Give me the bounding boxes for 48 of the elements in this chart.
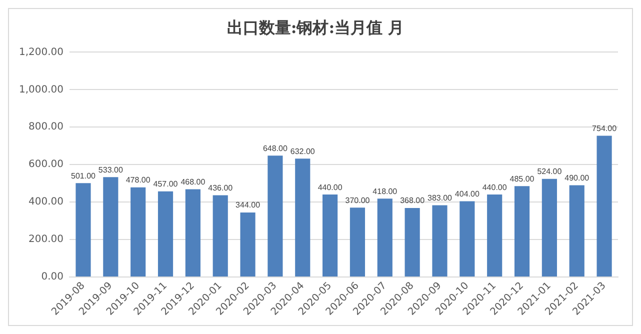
y-tick-label: 1,000.00: [19, 84, 64, 96]
y-tick-label: 0.00: [41, 272, 64, 283]
data-label: 501.00: [71, 171, 96, 180]
data-label: 436.00: [208, 184, 234, 193]
data-label: 648.00: [262, 144, 288, 153]
data-label: 632.00: [290, 146, 316, 156]
data-label: 533.00: [98, 165, 124, 174]
y-tick-label: 800.00: [28, 122, 64, 133]
bar: [295, 158, 310, 276]
data-label: 418.00: [372, 186, 398, 196]
data-label: 368.00: [400, 196, 426, 206]
bar: [460, 201, 475, 276]
y-tick-label: 200.00: [28, 234, 64, 246]
bar: [404, 208, 420, 276]
bar: [185, 189, 200, 276]
data-label: 478.00: [126, 176, 151, 185]
data-label: 524.00: [537, 167, 562, 176]
y-tick-label: 1,200.00: [19, 46, 64, 58]
data-label: 383.00: [428, 193, 453, 202]
data-label: 370.00: [345, 196, 370, 205]
data-label: 468.00: [180, 178, 206, 187]
bar: [596, 136, 612, 276]
bar: [158, 191, 174, 276]
bar: [76, 183, 91, 276]
data-label: 457.00: [153, 180, 178, 189]
bar: [432, 205, 448, 276]
data-label: 490.00: [564, 173, 590, 182]
bar: [377, 198, 392, 276]
data-label: 404.00: [454, 190, 480, 198]
bar: [212, 195, 228, 276]
bar: [103, 177, 118, 276]
bar: [322, 194, 338, 276]
bar: [514, 186, 530, 276]
bar: [542, 178, 557, 276]
bar: [350, 208, 366, 276]
chart-title: 出口数量:钢材:当月值 月: [226, 18, 404, 37]
data-label: 754.00: [592, 124, 618, 133]
y-tick-label: 400.00: [28, 196, 64, 208]
data-label: 440.00: [482, 182, 508, 192]
bar: [487, 194, 502, 276]
bar: [569, 185, 584, 276]
bar: [130, 187, 146, 276]
bar: [268, 156, 283, 276]
bar: [240, 212, 256, 276]
data-label: 485.00: [510, 174, 535, 184]
data-label: 344.00: [236, 200, 261, 210]
y-tick-label: 600.00: [28, 159, 64, 170]
data-label: 440.00: [318, 182, 343, 192]
